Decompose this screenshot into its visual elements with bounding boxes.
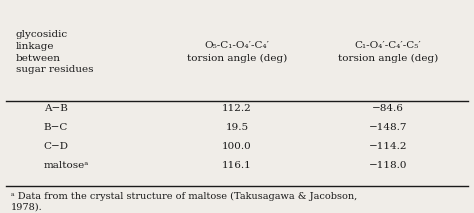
Text: maltoseᵃ: maltoseᵃ	[44, 161, 89, 170]
Text: A−B: A−B	[44, 104, 68, 113]
Text: −118.0: −118.0	[369, 161, 407, 170]
Text: O₅-C₁-O₄′-C₄′
torsion angle (deg): O₅-C₁-O₄′-C₄′ torsion angle (deg)	[187, 42, 287, 63]
Text: ᵃ Data from the crystal structure of maltose (Takusagawa & Jacobson,: ᵃ Data from the crystal structure of mal…	[11, 192, 357, 201]
Text: 19.5: 19.5	[226, 123, 248, 132]
Text: −114.2: −114.2	[369, 142, 407, 151]
Text: C−D: C−D	[44, 142, 69, 151]
Text: 112.2: 112.2	[222, 104, 252, 113]
Text: B−C: B−C	[44, 123, 68, 132]
Text: glycosidic
linkage
between
sugar residues: glycosidic linkage between sugar residue…	[16, 30, 93, 75]
Text: 116.1: 116.1	[222, 161, 252, 170]
Text: 1978).: 1978).	[11, 203, 43, 212]
Text: −148.7: −148.7	[369, 123, 407, 132]
Text: −84.6: −84.6	[372, 104, 404, 113]
Text: 100.0: 100.0	[222, 142, 252, 151]
Text: C₁-O₄′-C₄′-C₅′
torsion angle (deg): C₁-O₄′-C₄′-C₅′ torsion angle (deg)	[337, 42, 438, 63]
